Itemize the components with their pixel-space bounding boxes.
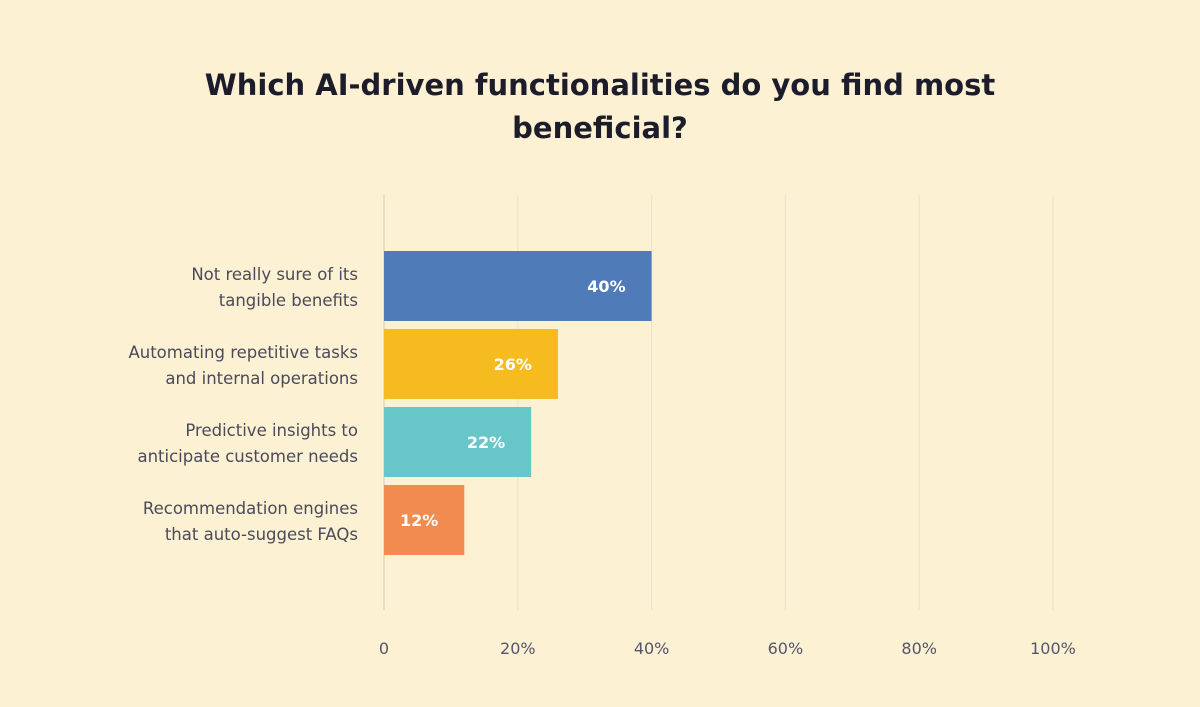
chart-title: Which AI-driven functionalities do you f…: [0, 64, 1200, 150]
data-label: 22%: [467, 433, 505, 452]
bar: [384, 329, 558, 399]
category-label: Recommendation engines: [143, 499, 358, 518]
x-tick-label: 100%: [1030, 639, 1076, 658]
bar: [384, 251, 652, 321]
category-label: tangible benefits: [219, 291, 358, 310]
category-label: that auto-suggest FAQs: [165, 525, 358, 544]
chart-title-line: Which AI-driven functionalities do you f…: [204, 68, 996, 102]
chart-title-line: beneficial?: [512, 111, 688, 145]
x-tick-label: 60%: [768, 639, 804, 658]
x-tick-label: 0: [379, 639, 389, 658]
category-label: Not really sure of its: [191, 265, 358, 284]
bar: [384, 407, 532, 477]
category-label: Predictive insights to: [185, 421, 358, 440]
x-tick-label: 20%: [500, 639, 536, 658]
data-label: 26%: [494, 355, 532, 374]
x-tick-label: 80%: [901, 639, 937, 658]
x-tick-label: 40%: [634, 639, 670, 658]
data-label: 12%: [400, 511, 438, 530]
category-label: and internal operations: [165, 369, 358, 388]
category-label: Automating repetitive tasks: [128, 343, 358, 362]
category-label: anticipate customer needs: [137, 447, 358, 466]
data-label: 40%: [587, 277, 625, 296]
bar: [384, 485, 465, 555]
